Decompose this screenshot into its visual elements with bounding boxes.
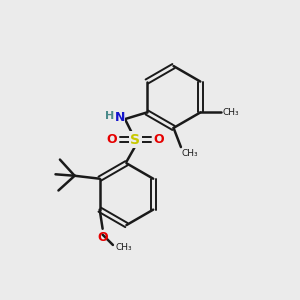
Text: O: O (106, 133, 117, 146)
Text: CH₃: CH₃ (116, 243, 133, 252)
Text: H: H (105, 110, 114, 121)
Text: CH₃: CH₃ (182, 149, 198, 158)
Text: S: S (130, 133, 140, 147)
Text: O: O (97, 231, 108, 244)
Text: O: O (154, 133, 164, 146)
Text: N: N (115, 111, 125, 124)
Text: CH₃: CH₃ (222, 108, 239, 117)
